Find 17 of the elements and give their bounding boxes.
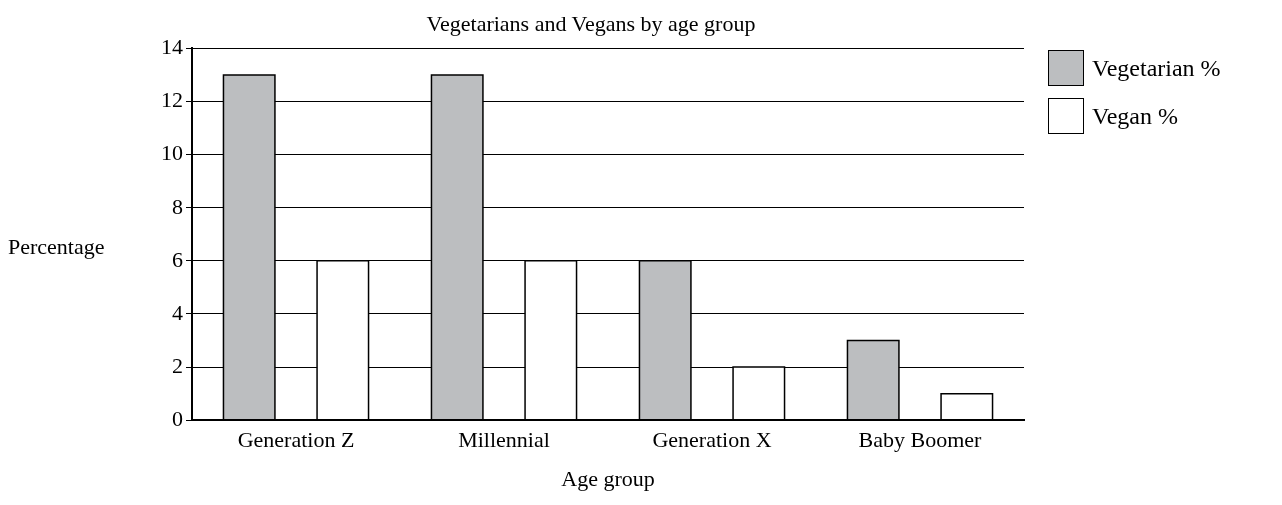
y-tick-label: 14: [161, 34, 183, 60]
legend-label: Vegetarian %: [1092, 54, 1221, 82]
y-tick-label: 10: [161, 140, 183, 166]
y-tick-label: 8: [172, 193, 183, 219]
y-tick-label: 2: [172, 352, 183, 378]
y-tick-label: 0: [172, 405, 183, 431]
x-axis-title: Age group: [561, 465, 655, 491]
y-axis-title: Percentage: [8, 234, 105, 260]
x-tick-label: Millennial: [458, 427, 550, 453]
x-tick-label: Baby Boomer: [858, 427, 983, 453]
x-tick-label: Generation Z: [237, 427, 355, 453]
text: Vegan %: [1092, 102, 1178, 130]
y-tick-label: 4: [172, 299, 183, 325]
y-tick-label: 6: [172, 246, 183, 272]
y-tick-label: 12: [161, 87, 183, 113]
x-tick-label: Generation X: [652, 427, 772, 453]
chart-title: Vegetarians and Vegans by age group: [426, 10, 756, 36]
